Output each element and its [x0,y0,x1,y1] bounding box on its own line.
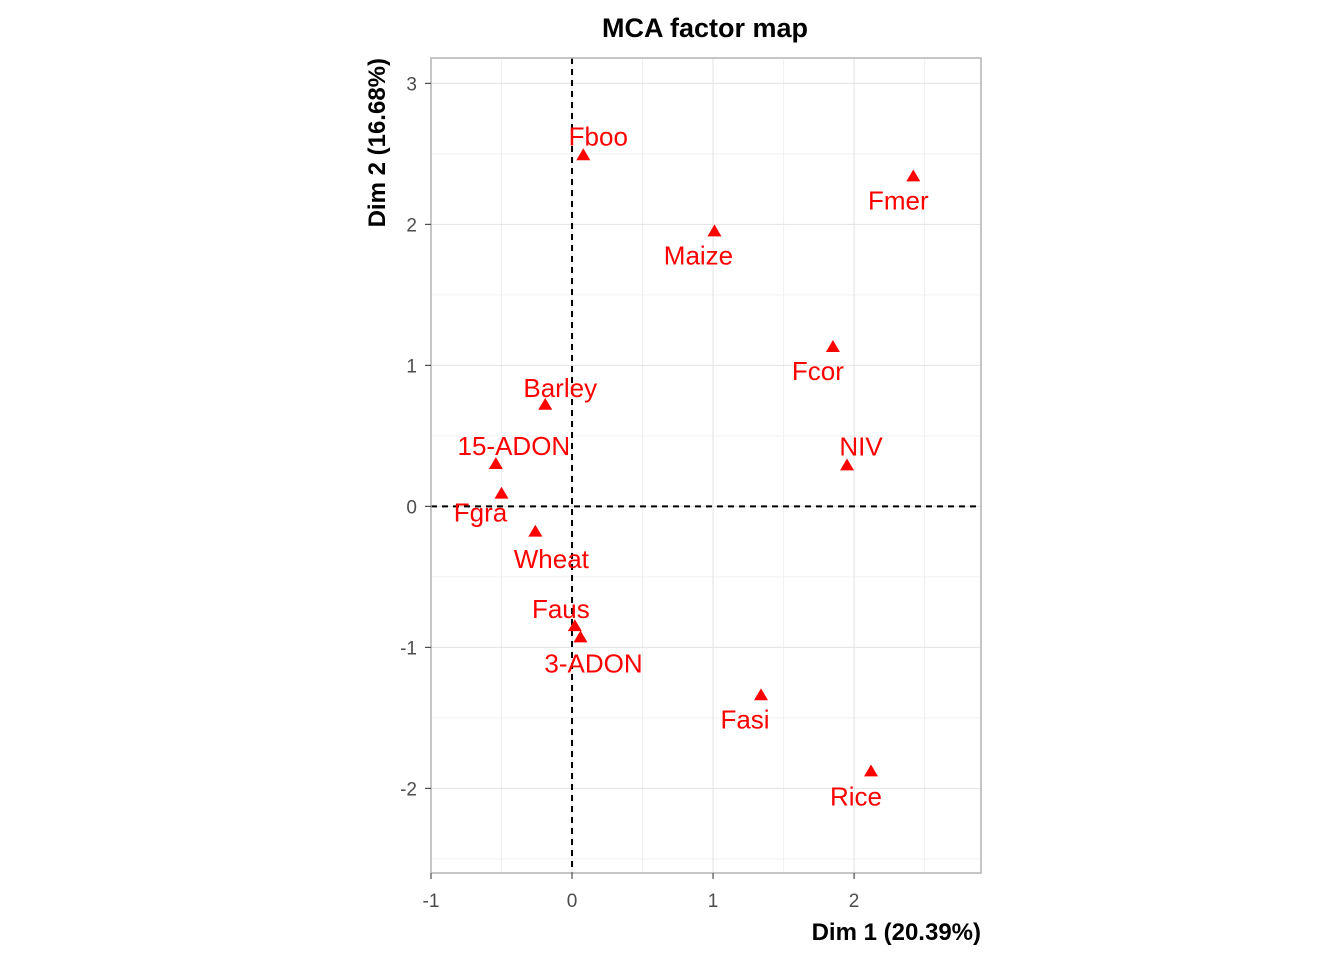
data-point-marker [488,457,503,469]
chart-title: MCA factor map [602,13,808,43]
y-tick-label: 1 [406,356,417,377]
y-axis-title: Dim 2 (16.68%) [364,58,391,227]
y-tick-label: 2 [406,215,417,236]
data-point-marker [538,397,553,410]
data-point-label: Maize [664,240,733,270]
data-point-label: Fmer [868,185,929,215]
data-point-marker [906,169,921,182]
data-points [488,148,921,777]
x-tick-label: 0 [567,891,578,912]
data-point-label: Rice [830,781,882,811]
data-point-label: 3-ADON [544,649,642,679]
data-point-marker [754,688,768,701]
reference-lines [431,58,981,873]
data-point-marker [528,524,543,537]
data-point-marker [494,486,509,499]
data-labels: Fboo Fmer Maize Fcor Barley 15-ADON NIV FgraWhe… [454,121,929,811]
data-point-marker [825,340,840,352]
data-point-label: Fgra [454,498,508,528]
data-point-marker [840,458,855,471]
data-point-label: Barley [523,373,597,403]
axis-ticks: -1 0 1 2 -2 -1 0 1 2 3 [400,74,859,912]
data-point-label: Wheat [514,544,590,574]
data-point-label: NIV [839,432,883,462]
data-point-marker [573,630,588,643]
y-tick-label: -1 [400,638,417,659]
data-point-label: Fcor [792,356,844,386]
data-point-label: Faus [532,594,590,624]
y-tick-label: -2 [400,779,417,800]
x-tick-label: -1 [423,891,440,912]
data-point-label: Fasi [720,704,769,734]
grid-layer [430,58,981,873]
plot-panel-border [430,57,982,874]
y-tick-label: 0 [406,497,417,518]
data-point-marker [576,148,591,161]
data-point-marker [567,619,582,632]
data-point-marker [864,764,878,777]
x-tick-label: 2 [849,891,860,912]
x-axis-title: Dim 1 (20.39%) [812,919,981,946]
data-point-label: Fboo [569,121,628,151]
y-tick-label: 3 [406,74,417,95]
data-point-label: 15-ADON [458,431,571,461]
x-tick-label: 1 [708,891,719,912]
data-point-marker [707,224,722,237]
